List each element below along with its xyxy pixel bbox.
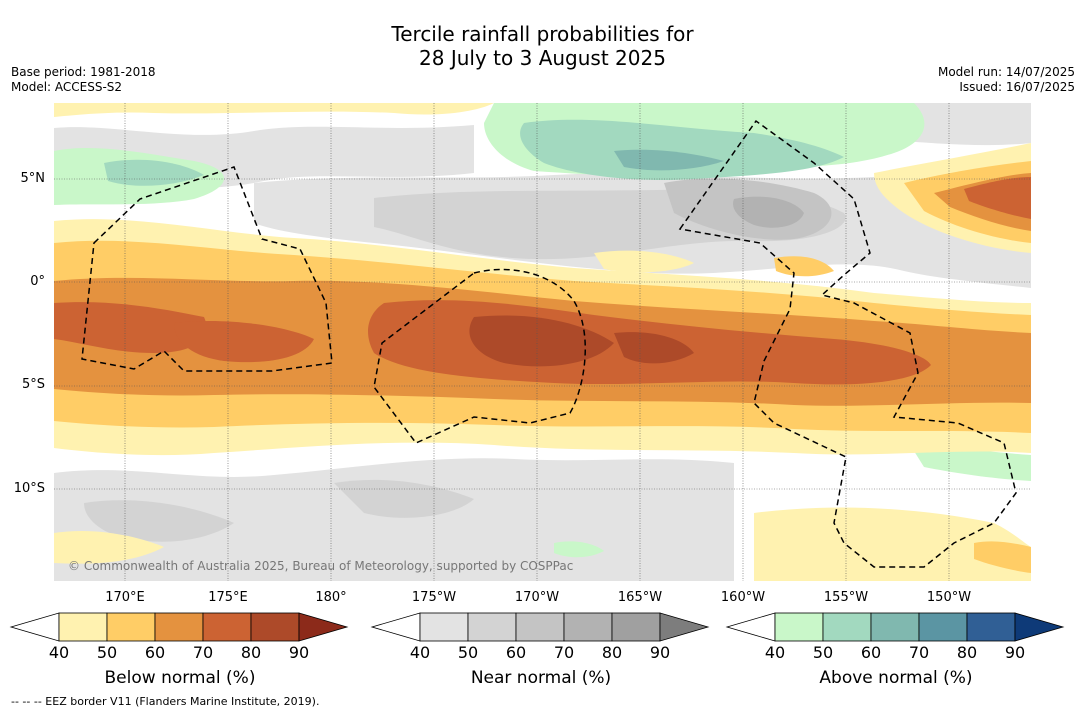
cb1-tick: 40 — [409, 643, 431, 662]
lon-label-150w: 150°W — [926, 590, 972, 605]
cb0-tick: 70 — [192, 643, 214, 662]
colorbar-below-normal — [9, 612, 349, 642]
copyright-label: © Commonwealth of Australia 2025, Bureau… — [68, 559, 573, 573]
colorbar-low-extension — [725, 612, 776, 642]
rainfall-probability-map: © Commonwealth of Australia 2025, Bureau… — [54, 103, 1031, 581]
lon-label-160w: 160°W — [720, 590, 766, 605]
lat-label-5n: 5°N — [20, 171, 46, 186]
colorbar-swatch — [419, 612, 469, 642]
cb2-tick: 40 — [764, 643, 786, 662]
model-run-date: Model run: 14/07/2025 — [937, 65, 1075, 79]
colorbar-swatch — [106, 612, 156, 642]
cb2-tick: 50 — [812, 643, 834, 662]
lon-label-170e: 170°E — [105, 590, 145, 605]
colorbar-label-above: Above normal (%) — [819, 668, 973, 688]
colorbars — [9, 612, 1065, 642]
cb1-tick: 50 — [457, 643, 479, 662]
colorbar-swatch — [966, 612, 1016, 642]
colorbar-swatch — [918, 612, 968, 642]
colorbar-near-normal — [370, 612, 710, 642]
lon-label-180: 180° — [315, 590, 347, 605]
lat-label-5s: 5°S — [21, 377, 45, 392]
lon-label-175w: 175°W — [411, 590, 457, 605]
colorbar-high-extension — [298, 612, 349, 642]
cb0-tick: 90 — [288, 643, 310, 662]
eez-borders — [81, 119, 1017, 568]
cb0-tick: 40 — [48, 643, 70, 662]
lon-label-155w: 155°W — [823, 590, 869, 605]
graticule — [54, 103, 1031, 581]
below-normal-regions — [54, 103, 1031, 581]
colorbar-swatch — [563, 612, 613, 642]
cb0-tick: 60 — [144, 643, 166, 662]
colorbar-swatch — [515, 612, 565, 642]
cb1-tick: 90 — [649, 643, 671, 662]
cb2-tick: 60 — [860, 643, 882, 662]
cb2-tick: 80 — [956, 643, 978, 662]
lon-label-165w: 165°W — [617, 590, 663, 605]
colorbar-high-extension — [659, 612, 710, 642]
title-line-1: Tercile rainfall probabilities for — [391, 22, 694, 46]
colorbar-above-normal — [725, 612, 1065, 642]
colorbar-low-extension — [370, 612, 421, 642]
cb1-tick: 80 — [601, 643, 623, 662]
colorbar-swatch — [467, 612, 517, 642]
colorbar-swatch — [870, 612, 920, 642]
cb2-tick: 70 — [908, 643, 930, 662]
lon-label-170w: 170°W — [514, 590, 560, 605]
base-period: Base period: 1981-2018 — [11, 65, 156, 79]
model-name: Model: ACCESS-S2 — [11, 80, 123, 94]
colorbar-low-extension — [9, 612, 60, 642]
colorbar-high-extension — [1014, 612, 1065, 642]
colorbar-label-near: Near normal (%) — [470, 668, 612, 688]
cb1-tick: 60 — [505, 643, 527, 662]
colorbar-swatch — [202, 612, 252, 642]
lat-label-10s: 10°S — [13, 481, 45, 496]
colorbar-label-below: Below normal (%) — [104, 668, 256, 688]
issued-date: Issued: 16/07/2025 — [959, 80, 1075, 94]
cb1-tick: 70 — [553, 643, 575, 662]
colorbar-swatch — [250, 612, 300, 642]
meta-left: Base period: 1981-2018 Model: ACCESS-S2 — [11, 65, 156, 95]
eez-footnote: -- -- -- EEZ border V11 (Flanders Marine… — [11, 695, 320, 708]
colorbar-swatch — [58, 612, 108, 642]
colorbar-swatch — [774, 612, 824, 642]
colorbar-swatch — [154, 612, 204, 642]
meta-right: Model run: 14/07/2025 Issued: 16/07/2025 — [938, 65, 1075, 95]
colorbar-swatch — [822, 612, 872, 642]
cb0-tick: 50 — [96, 643, 118, 662]
map-title: Tercile rainfall probabilities for 28 Ju… — [0, 22, 1085, 70]
colorbar-swatch — [611, 612, 661, 642]
cb2-tick: 90 — [1004, 643, 1026, 662]
cb0-tick: 80 — [240, 643, 262, 662]
title-line-2: 28 July to 3 August 2025 — [419, 46, 666, 70]
lat-label-0: 0° — [30, 274, 45, 289]
lon-label-175e: 175°E — [208, 590, 248, 605]
